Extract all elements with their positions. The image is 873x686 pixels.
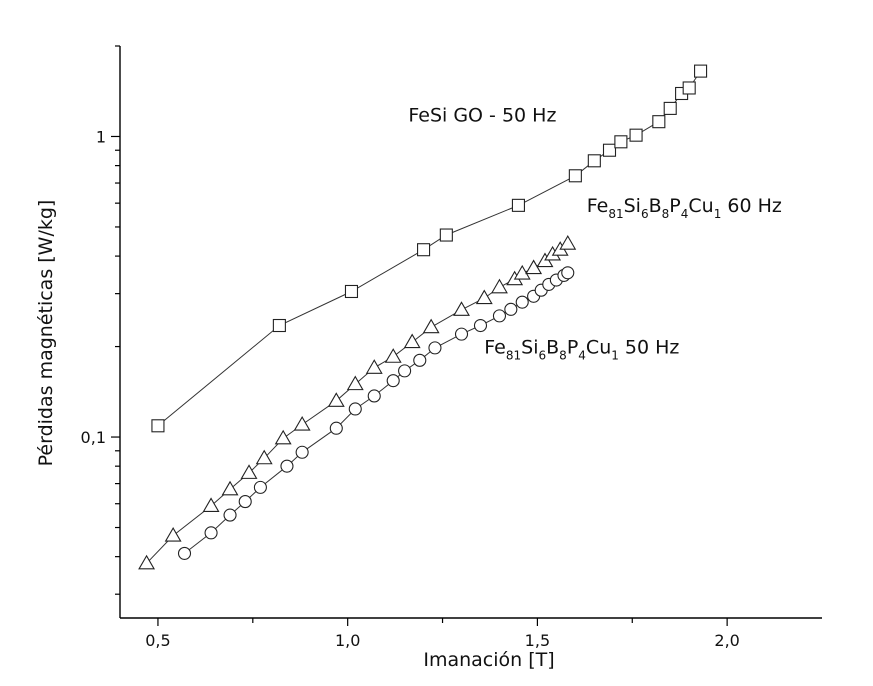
annotation-text: Fe: [587, 195, 609, 217]
triangle-point: [164, 526, 182, 542]
circle-point: [386, 374, 400, 388]
square-point: [272, 318, 286, 333]
square-point: [417, 243, 431, 257]
x-tick-label: 0,5: [145, 631, 170, 650]
triangle-point: [221, 480, 239, 496]
annotation-subscript: 8: [662, 207, 670, 221]
annotation-text: Fe: [484, 336, 506, 358]
circle-point: [515, 295, 529, 309]
annotation-subscript: 6: [641, 207, 649, 221]
square-point: [694, 64, 708, 78]
series-circle: [177, 266, 575, 560]
annotation-subscript: 1: [714, 207, 722, 221]
annotation-text: Cu: [586, 336, 611, 358]
square-point: [614, 135, 628, 149]
circle-point: [280, 459, 294, 473]
square-point: [602, 143, 617, 157]
series-square: [151, 64, 708, 433]
annotation-fe50: Fe81Si6B8P4Cu1 50 Hz: [484, 336, 679, 362]
triangle-point: [274, 429, 292, 445]
triangle-point: [293, 416, 311, 431]
annotation-subscript: 6: [538, 348, 546, 362]
square-point: [663, 101, 677, 115]
square-point: [511, 198, 525, 212]
circle-point: [253, 480, 267, 494]
circle-point: [454, 327, 469, 341]
circle-point: [473, 318, 488, 333]
square-point: [682, 81, 696, 95]
annotation-fe60: Fe81Si6B8P4Cu1 60 Hz: [587, 195, 782, 221]
square-point: [344, 284, 359, 299]
circle-point: [223, 508, 237, 522]
triangle-point: [403, 333, 421, 349]
circle-point: [492, 309, 507, 323]
series-triangle: [138, 235, 577, 570]
x-tick-label: 1,0: [335, 631, 360, 650]
triangle-point: [559, 235, 577, 250]
annotation-text: P: [669, 195, 680, 217]
triangle-point: [365, 359, 383, 374]
circle-point: [348, 402, 362, 416]
square-point: [629, 128, 643, 142]
annotation-text: FeSi GO - 50 Hz: [408, 105, 556, 127]
annotation-text: 50 Hz: [619, 336, 680, 358]
annotation-text: Cu: [688, 195, 713, 217]
y-tick-label: 0,1: [81, 428, 106, 447]
square-point: [652, 115, 666, 129]
series-layer: [138, 64, 708, 570]
circle-point: [295, 445, 309, 459]
x-tick-label: 2,0: [714, 631, 739, 650]
triangle-point: [491, 278, 508, 294]
square-point: [568, 169, 582, 183]
triangle-point: [202, 497, 220, 512]
triangle-point: [475, 289, 493, 305]
series-line: [157, 70, 702, 427]
square-point: [439, 228, 453, 242]
annotation-text: B: [546, 336, 559, 358]
triangle-point: [138, 554, 156, 570]
triangle-point: [422, 318, 440, 334]
annotation-subscript: 81: [608, 207, 623, 221]
circle-point: [329, 421, 343, 435]
annotation-text: Si: [624, 195, 641, 217]
triangle-point: [327, 392, 345, 407]
triangle-point: [384, 348, 402, 363]
circle-point: [413, 353, 427, 367]
annotation-subscript: 4: [578, 348, 586, 362]
triangle-point: [346, 375, 364, 391]
y-axis-title: Pérdidas magnéticas [W/kg]: [35, 200, 57, 467]
circle-point: [238, 495, 252, 509]
circle-point: [204, 526, 218, 540]
square-point: [587, 154, 601, 168]
circle-point: [177, 546, 192, 560]
y-tick-label: 1: [96, 127, 106, 146]
annotation-subscript: 81: [506, 348, 521, 362]
triangle-point: [255, 449, 273, 465]
triangle-point: [513, 264, 531, 280]
annotation-subscript: 1: [611, 348, 619, 362]
circle-point: [398, 364, 412, 378]
square-point: [151, 419, 165, 433]
annotation-text: B: [649, 195, 662, 217]
circle-point: [561, 266, 575, 280]
triangle-point: [453, 301, 470, 316]
annotation-text: P: [567, 336, 578, 358]
circle-point: [367, 389, 381, 403]
annotation-fesi: FeSi GO - 50 Hz: [408, 105, 556, 127]
circle-point: [428, 341, 442, 355]
circle-point: [504, 302, 518, 316]
x-axis-title: Imanación [T]: [423, 649, 554, 671]
axes: 0,5 1,0 1,5 2,0 0,1 1: [81, 45, 822, 650]
annotation-subscript: 4: [681, 207, 689, 221]
triangle-point: [240, 464, 258, 479]
annotation-subscript: 8: [559, 348, 567, 362]
x-tick-label: 1,5: [525, 631, 550, 650]
annotation-text: 60 Hz: [721, 195, 782, 217]
annotation-text: Si: [521, 336, 538, 358]
